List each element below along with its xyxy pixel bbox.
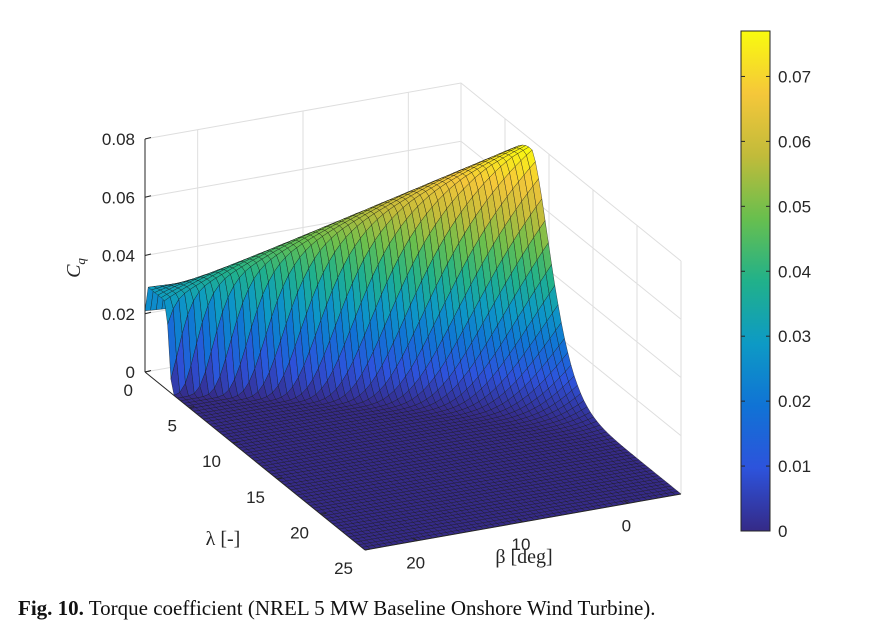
z-tick-mark bbox=[144, 311, 152, 315]
z-tick-label: 0 bbox=[126, 363, 135, 382]
colorbar-tick-label: 0 bbox=[778, 522, 787, 541]
cq-surface bbox=[144, 144, 682, 551]
x-axis-label: λ [-] bbox=[206, 528, 241, 550]
z-tick-mark bbox=[144, 137, 152, 140]
x-axis-line bbox=[144, 371, 366, 551]
colorbar bbox=[740, 30, 771, 532]
colorbar-ticks: 0 0.01 0.02 0.03 0.04 0.05 0.06 0.07 bbox=[741, 67, 811, 541]
colorbar-tick-label: 0.06 bbox=[778, 132, 811, 151]
colorbar-tick-label: 0.01 bbox=[778, 457, 811, 476]
lambda-tick-label: 20 bbox=[290, 523, 309, 542]
x-tick-mark bbox=[320, 512, 327, 515]
x-tick-mark bbox=[144, 370, 151, 373]
y-tick-mark bbox=[412, 537, 418, 542]
figure-caption: Fig. 10. Torque coefficient (NREL 5 MW B… bbox=[18, 596, 858, 621]
beta-tick-label: 10 bbox=[512, 535, 531, 554]
z-axis-label: Cq bbox=[63, 258, 88, 278]
caption-text: Torque coefficient (NREL 5 MW Baseline O… bbox=[83, 596, 656, 620]
tick-labels: 0 0.02 0.04 0.06 0.08 0 5 10 15 20 25 0 10 20 bbox=[102, 130, 631, 578]
colorbar-tick-label: 0.03 bbox=[778, 327, 811, 346]
z-tick-label: 0.06 bbox=[102, 188, 135, 207]
beta-tick-label: 0 bbox=[622, 516, 631, 535]
y-tick-mark bbox=[517, 518, 524, 523]
caption-label: Fig. 10. bbox=[18, 596, 84, 620]
lambda-tick-label: 10 bbox=[202, 452, 221, 471]
colorbar-tick-label: 0.07 bbox=[778, 67, 811, 86]
z-tick-mark bbox=[144, 195, 152, 198]
x-tick-mark bbox=[232, 441, 239, 444]
lambda-tick-label: 5 bbox=[168, 417, 177, 436]
x-tick-mark bbox=[276, 477, 283, 480]
beta-tick-label: 20 bbox=[406, 554, 425, 573]
x-tick-mark bbox=[188, 406, 195, 409]
colorbar-tick-label: 0.05 bbox=[778, 197, 811, 216]
z-tick-label: 0.08 bbox=[102, 130, 135, 149]
surface-chart: 0 0.02 0.04 0.06 0.08 0 5 10 15 20 25 0 10 20 Cq λ [-… bbox=[63, 30, 811, 578]
x-tick-mark bbox=[364, 548, 371, 551]
z-tick-mark bbox=[144, 253, 152, 256]
y-tick-mark bbox=[623, 499, 629, 504]
z-tick-label: 0.02 bbox=[102, 305, 135, 324]
colorbar-tick-label: 0.04 bbox=[778, 262, 811, 281]
lambda-tick-label: 0 bbox=[124, 381, 133, 400]
y-axis-label: β [deg] bbox=[495, 546, 552, 568]
colorbar-tick-label: 0.02 bbox=[778, 392, 811, 411]
lambda-tick-label: 25 bbox=[334, 559, 353, 578]
z-tick-label: 0.04 bbox=[102, 247, 135, 266]
lambda-tick-label: 15 bbox=[246, 488, 265, 507]
